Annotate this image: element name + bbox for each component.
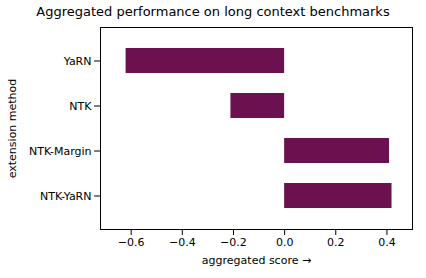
svg-text:extension method: extension method — [6, 79, 19, 179]
svg-text:NTK-Margin: NTK-Margin — [29, 145, 92, 158]
svg-text:0.0: 0.0 — [276, 236, 294, 249]
svg-text:−0.2: −0.2 — [220, 236, 247, 249]
svg-text:−0.4: −0.4 — [169, 236, 196, 249]
svg-text:NTK-YaRN: NTK-YaRN — [40, 190, 92, 203]
html-text:Aggregated performance on long: Aggregated performance on long context b… — [36, 4, 390, 19]
svg-text:YaRN: YaRN — [63, 55, 92, 68]
svg-text:0.2: 0.2 — [327, 236, 345, 249]
svg-text:aggregated score →: aggregated score → — [202, 254, 311, 267]
svg-text:−0.6: −0.6 — [118, 236, 145, 249]
svg-text:NTK: NTK — [69, 100, 92, 113]
svg-text:0.4: 0.4 — [378, 236, 396, 249]
